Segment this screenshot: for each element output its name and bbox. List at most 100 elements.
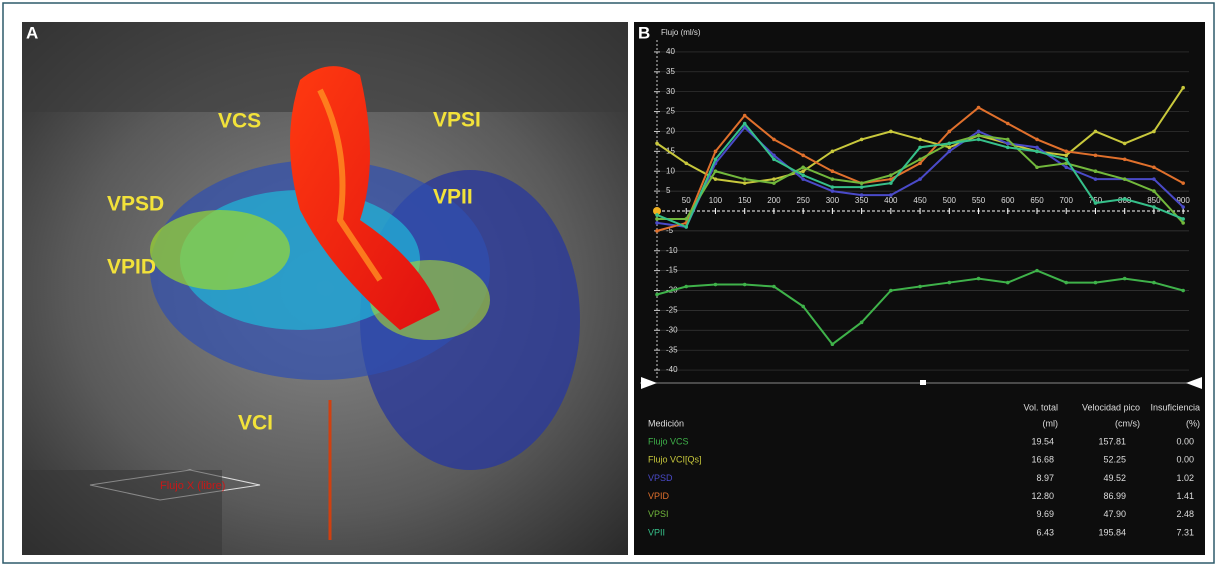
y-tick-label: 35 xyxy=(666,67,675,76)
point xyxy=(918,177,922,181)
point xyxy=(918,161,922,166)
point xyxy=(1093,153,1098,158)
image-label: VPII xyxy=(433,186,473,209)
point xyxy=(713,177,718,181)
point xyxy=(859,193,864,197)
chart-panel xyxy=(634,22,1205,555)
y-tick-label: 25 xyxy=(666,107,675,116)
point xyxy=(1093,169,1098,174)
y-tick-label: -25 xyxy=(666,306,678,315)
point xyxy=(947,141,952,146)
point xyxy=(742,121,747,126)
table-header: (ml) xyxy=(1043,418,1059,428)
x-tick-label: 300 xyxy=(826,196,840,205)
point xyxy=(742,113,747,118)
point xyxy=(1122,197,1127,201)
point xyxy=(655,141,659,146)
legend-entry: VPSD xyxy=(648,473,673,483)
table-cell: 0.00 xyxy=(1176,436,1194,446)
table-cell: 19.54 xyxy=(1031,436,1054,446)
x-tick-label: 850 xyxy=(1147,196,1161,205)
point xyxy=(1122,157,1127,162)
image-label: VPID xyxy=(107,256,156,279)
point xyxy=(830,169,835,174)
point xyxy=(1181,288,1185,293)
table-header: (cm/s) xyxy=(1115,418,1140,428)
point xyxy=(830,177,835,181)
point xyxy=(1181,205,1185,209)
point xyxy=(713,282,718,287)
point xyxy=(830,185,835,189)
point xyxy=(859,181,864,185)
point xyxy=(1093,201,1098,205)
point xyxy=(655,221,659,225)
y-axis-label: Flujo (ml/s) xyxy=(661,28,701,37)
point xyxy=(1122,141,1127,146)
x-tick-label: 150 xyxy=(738,196,752,205)
point xyxy=(1152,280,1156,285)
point xyxy=(801,153,805,158)
table-cell: 2.48 xyxy=(1176,509,1194,519)
point xyxy=(772,284,776,289)
x-tick-label: 700 xyxy=(1060,196,1074,205)
table-cell: 9.69 xyxy=(1036,509,1054,519)
point xyxy=(1005,137,1010,142)
y-tick-label: -30 xyxy=(666,325,678,334)
table-header: (%) xyxy=(1186,418,1200,428)
point xyxy=(830,342,835,347)
point xyxy=(859,185,864,189)
x-tick-label: 900 xyxy=(1176,196,1190,205)
point xyxy=(976,129,981,134)
point xyxy=(1152,189,1156,193)
table-cell: 0.00 xyxy=(1176,455,1194,465)
x-tick-label: 100 xyxy=(709,196,723,205)
point xyxy=(1035,145,1039,150)
table-cell: 1.02 xyxy=(1176,473,1194,483)
table-cell: 47.90 xyxy=(1103,509,1126,519)
image-label: VCI xyxy=(238,412,273,435)
table-cell: 8.97 xyxy=(1036,473,1054,483)
point xyxy=(1093,129,1098,134)
panel-letter: B xyxy=(638,23,650,42)
x-tick-label: 250 xyxy=(796,196,810,205)
point xyxy=(1005,145,1010,150)
table-cell: 1.41 xyxy=(1176,491,1194,501)
y-tick-label: 15 xyxy=(666,146,675,155)
point xyxy=(1064,153,1069,158)
point xyxy=(1181,217,1185,221)
legend-entry: VPSI xyxy=(648,509,669,519)
table-header: Medición xyxy=(648,418,684,428)
x-tick-label: 200 xyxy=(767,196,781,205)
x-tick-label: 600 xyxy=(1001,196,1015,205)
plot: 403530252015105-5-10-15-20-25-30-35-4050… xyxy=(653,40,1190,378)
table-header: Vol. total xyxy=(1023,402,1058,412)
point xyxy=(801,169,805,174)
point xyxy=(772,181,776,185)
point xyxy=(947,280,952,285)
point xyxy=(801,165,805,170)
point xyxy=(772,177,776,181)
table-cell: 16.68 xyxy=(1031,455,1054,465)
y-tick-label: 30 xyxy=(666,87,675,96)
point xyxy=(889,177,893,181)
x-tick-label: 50 xyxy=(682,196,691,205)
point xyxy=(1005,121,1010,126)
point xyxy=(889,181,893,185)
point xyxy=(742,125,747,130)
point xyxy=(1035,268,1039,273)
point xyxy=(889,288,893,293)
point xyxy=(801,177,805,181)
point xyxy=(889,193,893,197)
image-label: VPSD xyxy=(107,193,164,216)
point xyxy=(859,137,864,142)
point xyxy=(713,169,718,174)
point xyxy=(772,137,776,142)
table: Medición Vol. total (ml) Velocidad pico (cm/… xyxy=(648,402,1200,537)
x-tick-label: 750 xyxy=(1089,196,1103,205)
point xyxy=(655,217,659,221)
table-cell: 12.80 xyxy=(1031,491,1054,501)
point xyxy=(1064,157,1069,162)
point xyxy=(947,129,952,134)
x-tick-label: 350 xyxy=(855,196,869,205)
point xyxy=(889,129,893,134)
